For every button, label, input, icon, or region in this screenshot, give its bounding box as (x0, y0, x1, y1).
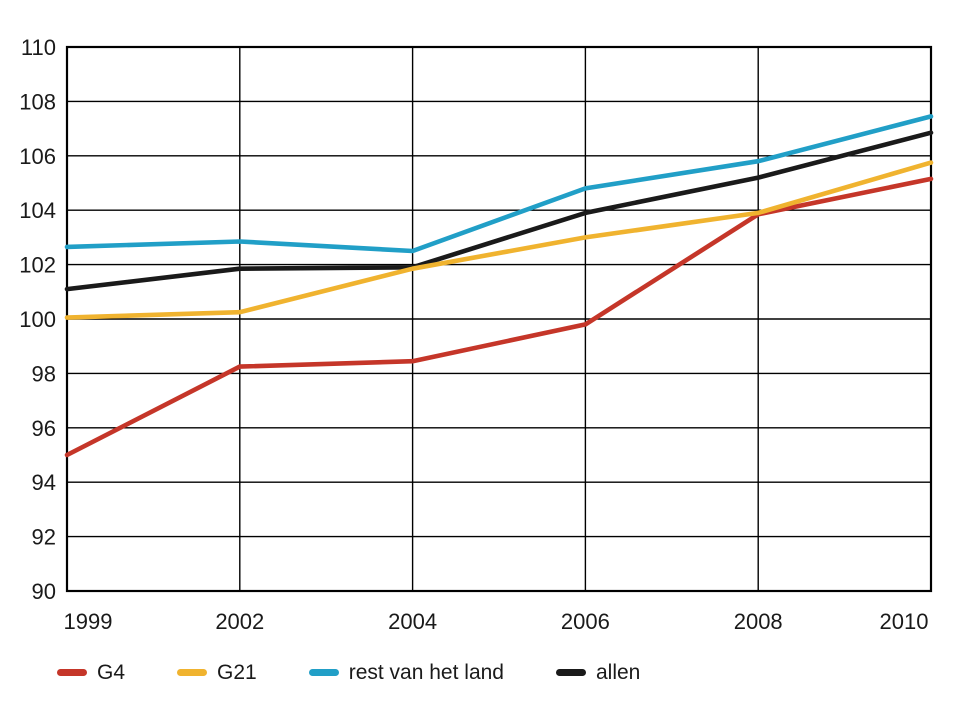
x-tick-label: 2008 (734, 609, 783, 634)
y-tick-label: 96 (32, 416, 56, 441)
x-tick-label: 1999 (64, 609, 113, 634)
y-tick-label: 90 (32, 579, 56, 604)
legend-label-rest-van-het-land: rest van het land (348, 660, 504, 684)
legend-label-g21: G21 (217, 660, 257, 684)
legend-item-allen: allen (555, 660, 641, 684)
x-tick-label: 2006 (561, 609, 610, 634)
y-tick-label: 102 (19, 253, 56, 278)
legend-item-g21: G21 (177, 662, 257, 683)
chart-legend: G4 G21 rest van het land allen (57, 658, 640, 686)
legend-swatch-g4-icon (57, 668, 87, 676)
legend-swatch-allen-icon (555, 668, 586, 676)
legend-swatch-g21-icon (177, 668, 208, 676)
legend-label-allen: allen (595, 660, 641, 684)
legend-swatch-rest-van-het-land-icon (308, 668, 339, 676)
x-tick-label: 2010 (880, 609, 929, 634)
y-tick-label: 94 (32, 470, 56, 495)
y-tick-label: 92 (32, 525, 56, 550)
series-line-rest-van-het-land (64, 114, 934, 254)
line-chart: 90 92 94 96 98 100 102 104 106 108 110 1999 2002 2004… (19, 35, 934, 634)
y-tick-label: 110 (21, 35, 56, 60)
legend-item-rest-van-het-land: rest van het land (308, 660, 504, 684)
y-tick-label: 104 (19, 198, 56, 223)
series-line-g4 (64, 176, 934, 458)
y-tick-label: 98 (32, 361, 56, 386)
y-tick-label: 106 (19, 144, 56, 169)
legend-item-g4: G4 (57, 662, 125, 683)
x-tick-label: 2002 (215, 609, 264, 634)
y-tick-label: 108 (19, 89, 56, 114)
legend-label-g4: G4 (97, 660, 126, 684)
series-line-g21 (64, 160, 934, 320)
series-line-allen (64, 130, 934, 292)
y-tick-label: 100 (19, 307, 56, 332)
x-tick-label: 2004 (388, 609, 437, 634)
